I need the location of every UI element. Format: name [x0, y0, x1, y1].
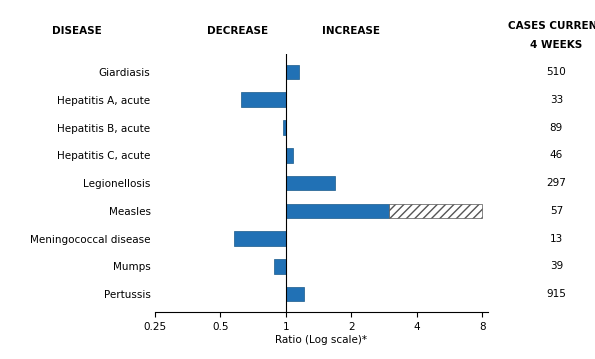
- Bar: [286, 65, 299, 79]
- Text: 13: 13: [550, 234, 563, 244]
- Text: 4 WEEKS: 4 WEEKS: [530, 40, 583, 50]
- Bar: [283, 120, 286, 135]
- X-axis label: Ratio (Log scale)*: Ratio (Log scale)*: [275, 335, 367, 345]
- Text: 89: 89: [550, 122, 563, 132]
- Text: CASES CURRENT: CASES CURRENT: [508, 20, 595, 31]
- Text: 915: 915: [546, 289, 566, 299]
- Bar: [286, 148, 293, 163]
- Bar: [286, 287, 305, 302]
- Text: INCREASE: INCREASE: [322, 26, 380, 36]
- Bar: [286, 204, 390, 218]
- Text: 46: 46: [550, 150, 563, 160]
- Text: 57: 57: [550, 206, 563, 216]
- Text: DISEASE: DISEASE: [52, 26, 102, 36]
- Bar: [286, 176, 335, 190]
- Text: 39: 39: [550, 261, 563, 271]
- Text: 33: 33: [550, 95, 563, 105]
- Text: 297: 297: [546, 178, 566, 188]
- Bar: [234, 232, 286, 246]
- Bar: [240, 93, 286, 107]
- Bar: [274, 259, 286, 274]
- Text: 510: 510: [546, 67, 566, 77]
- Bar: [390, 204, 482, 218]
- Text: DECREASE: DECREASE: [207, 26, 268, 36]
